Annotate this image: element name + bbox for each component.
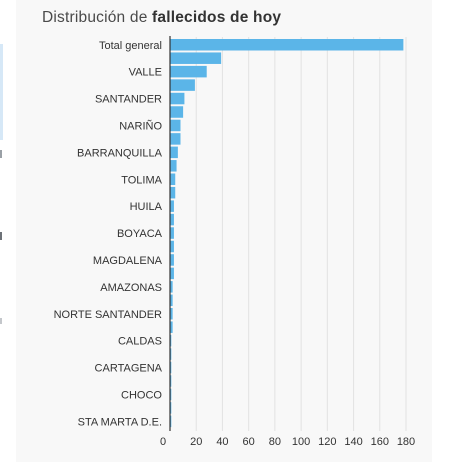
bar[interactable] (170, 186, 176, 199)
category-label: TOLIMA (121, 174, 162, 186)
category-label: BOYACA (117, 228, 163, 240)
bar[interactable] (170, 254, 174, 266)
x-tick-label: 180 (397, 436, 415, 448)
x-tick-labels: 0 20 40 60 80 100 120 140 160 180 (160, 436, 415, 448)
left-edge-strip (0, 0, 8, 462)
category-label: MAGDALENA (93, 255, 163, 267)
category-label: STA MARTA D.E. (78, 416, 162, 428)
bar[interactable] (170, 267, 174, 280)
chart-panel (16, 0, 432, 462)
chart-title: Distribución de fallecidos de hoy (42, 9, 281, 27)
bar[interactable] (170, 213, 174, 226)
bars (170, 39, 404, 428)
bar[interactable] (170, 173, 176, 186)
bar[interactable] (170, 65, 207, 78)
chart-title-bold: fallecidos de hoy (152, 9, 282, 26)
bar[interactable] (170, 106, 184, 118)
x-tick-label: 60 (243, 436, 255, 448)
category-label: VALLE (129, 67, 162, 79)
bar[interactable] (170, 39, 404, 51)
category-label: CARTAGENA (95, 363, 163, 375)
bar[interactable] (170, 361, 172, 374)
left-edge-mark (0, 318, 2, 324)
category-label: AMAZONAS (100, 282, 162, 294)
bar[interactable] (170, 388, 172, 401)
x-tick-label: 20 (190, 436, 202, 448)
bar[interactable] (170, 146, 178, 159)
category-label: HUILA (130, 201, 163, 213)
bar[interactable] (170, 133, 181, 145)
bar[interactable] (170, 52, 222, 64)
bar[interactable] (170, 334, 172, 347)
x-tick-label: 100 (292, 436, 310, 448)
bar[interactable] (170, 79, 195, 91)
bar[interactable] (170, 375, 172, 387)
left-edge-highlight (0, 44, 3, 140)
bar[interactable] (170, 308, 173, 320)
left-edge-mark (0, 150, 2, 158)
bar[interactable] (170, 92, 185, 105)
category-label: CALDAS (118, 336, 162, 348)
bar[interactable] (170, 415, 172, 428)
x-tick-label: 80 (269, 436, 281, 448)
category-label: CHOCO (121, 389, 162, 401)
chart-title-prefix: Distribución de (42, 9, 148, 26)
bar[interactable] (170, 294, 173, 307)
bar[interactable] (170, 348, 172, 360)
bar[interactable] (170, 240, 174, 253)
grid-lines (195, 37, 407, 432)
bar[interactable] (170, 160, 177, 172)
x-tick-label: 40 (216, 436, 228, 448)
category-labels: Total general VALLE SANTANDER NARIÑO BARRANQ… (54, 40, 163, 429)
x-tick-label: 160 (371, 436, 389, 448)
x-tick-label: 140 (344, 436, 362, 448)
bar[interactable] (170, 402, 172, 414)
bar[interactable] (170, 281, 173, 293)
x-tick-label: 0 (160, 436, 166, 448)
bar[interactable] (170, 227, 174, 239)
category-label: BARRANQUILLA (77, 147, 163, 159)
x-tick-label: 120 (318, 436, 336, 448)
category-label: NARIÑO (119, 119, 162, 132)
bar[interactable] (170, 200, 174, 212)
left-edge-mark (0, 232, 2, 240)
bar[interactable] (170, 119, 181, 132)
category-label: NORTE SANTANDER (54, 309, 162, 321)
category-label: Total general (99, 40, 162, 52)
category-label: SANTANDER (95, 94, 162, 106)
bar[interactable] (170, 321, 173, 333)
